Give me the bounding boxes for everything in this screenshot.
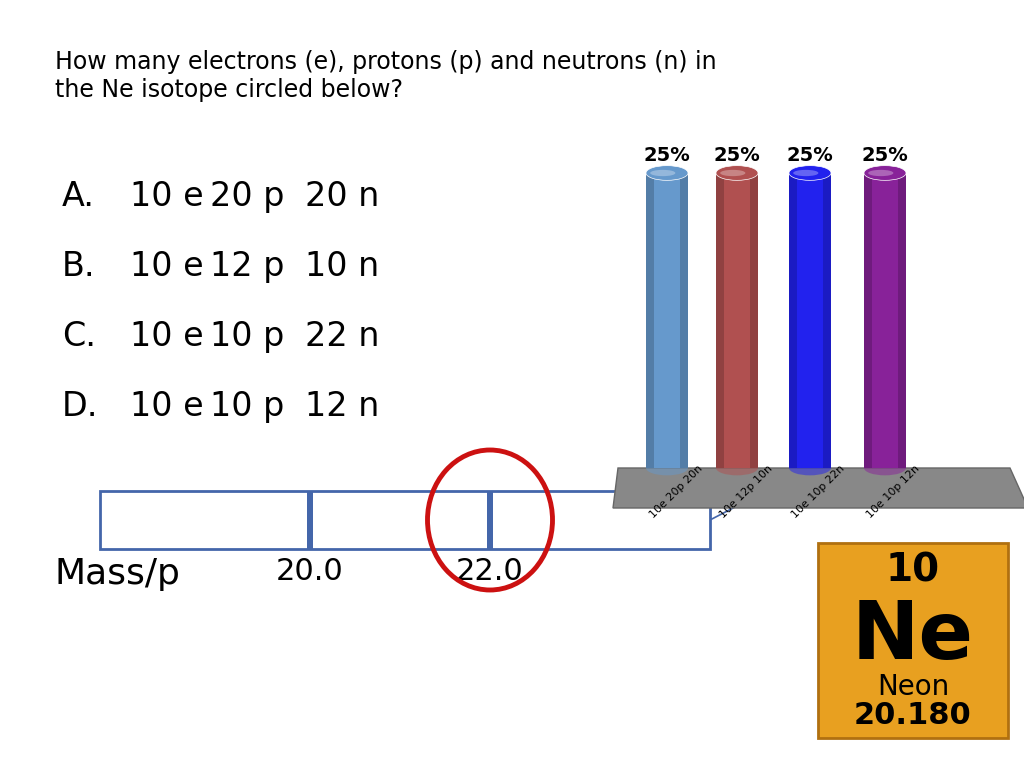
- FancyBboxPatch shape: [818, 543, 1008, 738]
- Text: 10e 12p 10n: 10e 12p 10n: [718, 463, 775, 520]
- Bar: [751, 173, 758, 468]
- Bar: [716, 173, 724, 468]
- Text: 10: 10: [886, 551, 940, 589]
- Bar: [716, 173, 758, 468]
- Text: 10 p: 10 p: [210, 390, 285, 423]
- Text: 25%: 25%: [786, 146, 834, 164]
- Text: 10e 10p 12n: 10e 10p 12n: [865, 463, 922, 520]
- Text: 10 e: 10 e: [130, 390, 204, 423]
- Bar: [487, 491, 493, 549]
- Ellipse shape: [790, 461, 831, 475]
- Polygon shape: [613, 468, 1024, 508]
- Text: 12 p: 12 p: [210, 250, 285, 283]
- Text: 20.180: 20.180: [854, 701, 972, 730]
- Text: 10 p: 10 p: [210, 320, 285, 353]
- Bar: [864, 173, 906, 468]
- Ellipse shape: [650, 170, 676, 176]
- Text: A.: A.: [62, 180, 95, 213]
- Bar: [898, 173, 906, 468]
- Text: 20 n: 20 n: [305, 180, 379, 213]
- Text: 22 n: 22 n: [305, 320, 380, 353]
- Text: the Ne isotope circled below?: the Ne isotope circled below?: [55, 78, 403, 102]
- Text: 25%: 25%: [861, 146, 908, 164]
- Text: Ne: Ne: [852, 598, 974, 676]
- Text: B.: B.: [62, 250, 95, 283]
- Ellipse shape: [864, 166, 906, 180]
- Text: 20.0: 20.0: [276, 557, 344, 586]
- Text: How many electrons (e), protons (p) and neutrons (n) in: How many electrons (e), protons (p) and …: [55, 50, 717, 74]
- Bar: [307, 491, 313, 549]
- Text: 10 n: 10 n: [305, 250, 379, 283]
- Bar: [100, 491, 710, 549]
- Ellipse shape: [646, 166, 688, 180]
- Bar: [823, 173, 831, 468]
- Ellipse shape: [646, 461, 688, 475]
- Ellipse shape: [864, 461, 906, 475]
- Text: 20 p: 20 p: [210, 180, 285, 213]
- Ellipse shape: [868, 170, 893, 176]
- Bar: [646, 173, 688, 468]
- Bar: [864, 173, 871, 468]
- Bar: [790, 173, 797, 468]
- Text: 10 e: 10 e: [130, 320, 204, 353]
- Text: C.: C.: [62, 320, 96, 353]
- Text: 25%: 25%: [644, 146, 690, 164]
- Bar: [646, 173, 653, 468]
- Text: 12 n: 12 n: [305, 390, 379, 423]
- Text: Mass/p: Mass/p: [55, 557, 181, 591]
- Ellipse shape: [720, 170, 745, 176]
- Text: 10 e: 10 e: [130, 250, 204, 283]
- Ellipse shape: [716, 166, 758, 180]
- Text: Neon: Neon: [877, 673, 949, 701]
- Text: 25%: 25%: [714, 146, 761, 164]
- Text: 22.0: 22.0: [456, 557, 524, 586]
- Bar: [680, 173, 688, 468]
- Ellipse shape: [790, 166, 831, 180]
- Ellipse shape: [794, 170, 818, 176]
- Ellipse shape: [716, 461, 758, 475]
- Text: 10 e: 10 e: [130, 180, 204, 213]
- Bar: [790, 173, 831, 468]
- Text: 10e 20p 20n: 10e 20p 20n: [648, 463, 705, 520]
- Text: D.: D.: [62, 390, 98, 423]
- Text: 10e 10p 22n: 10e 10p 22n: [790, 463, 847, 520]
